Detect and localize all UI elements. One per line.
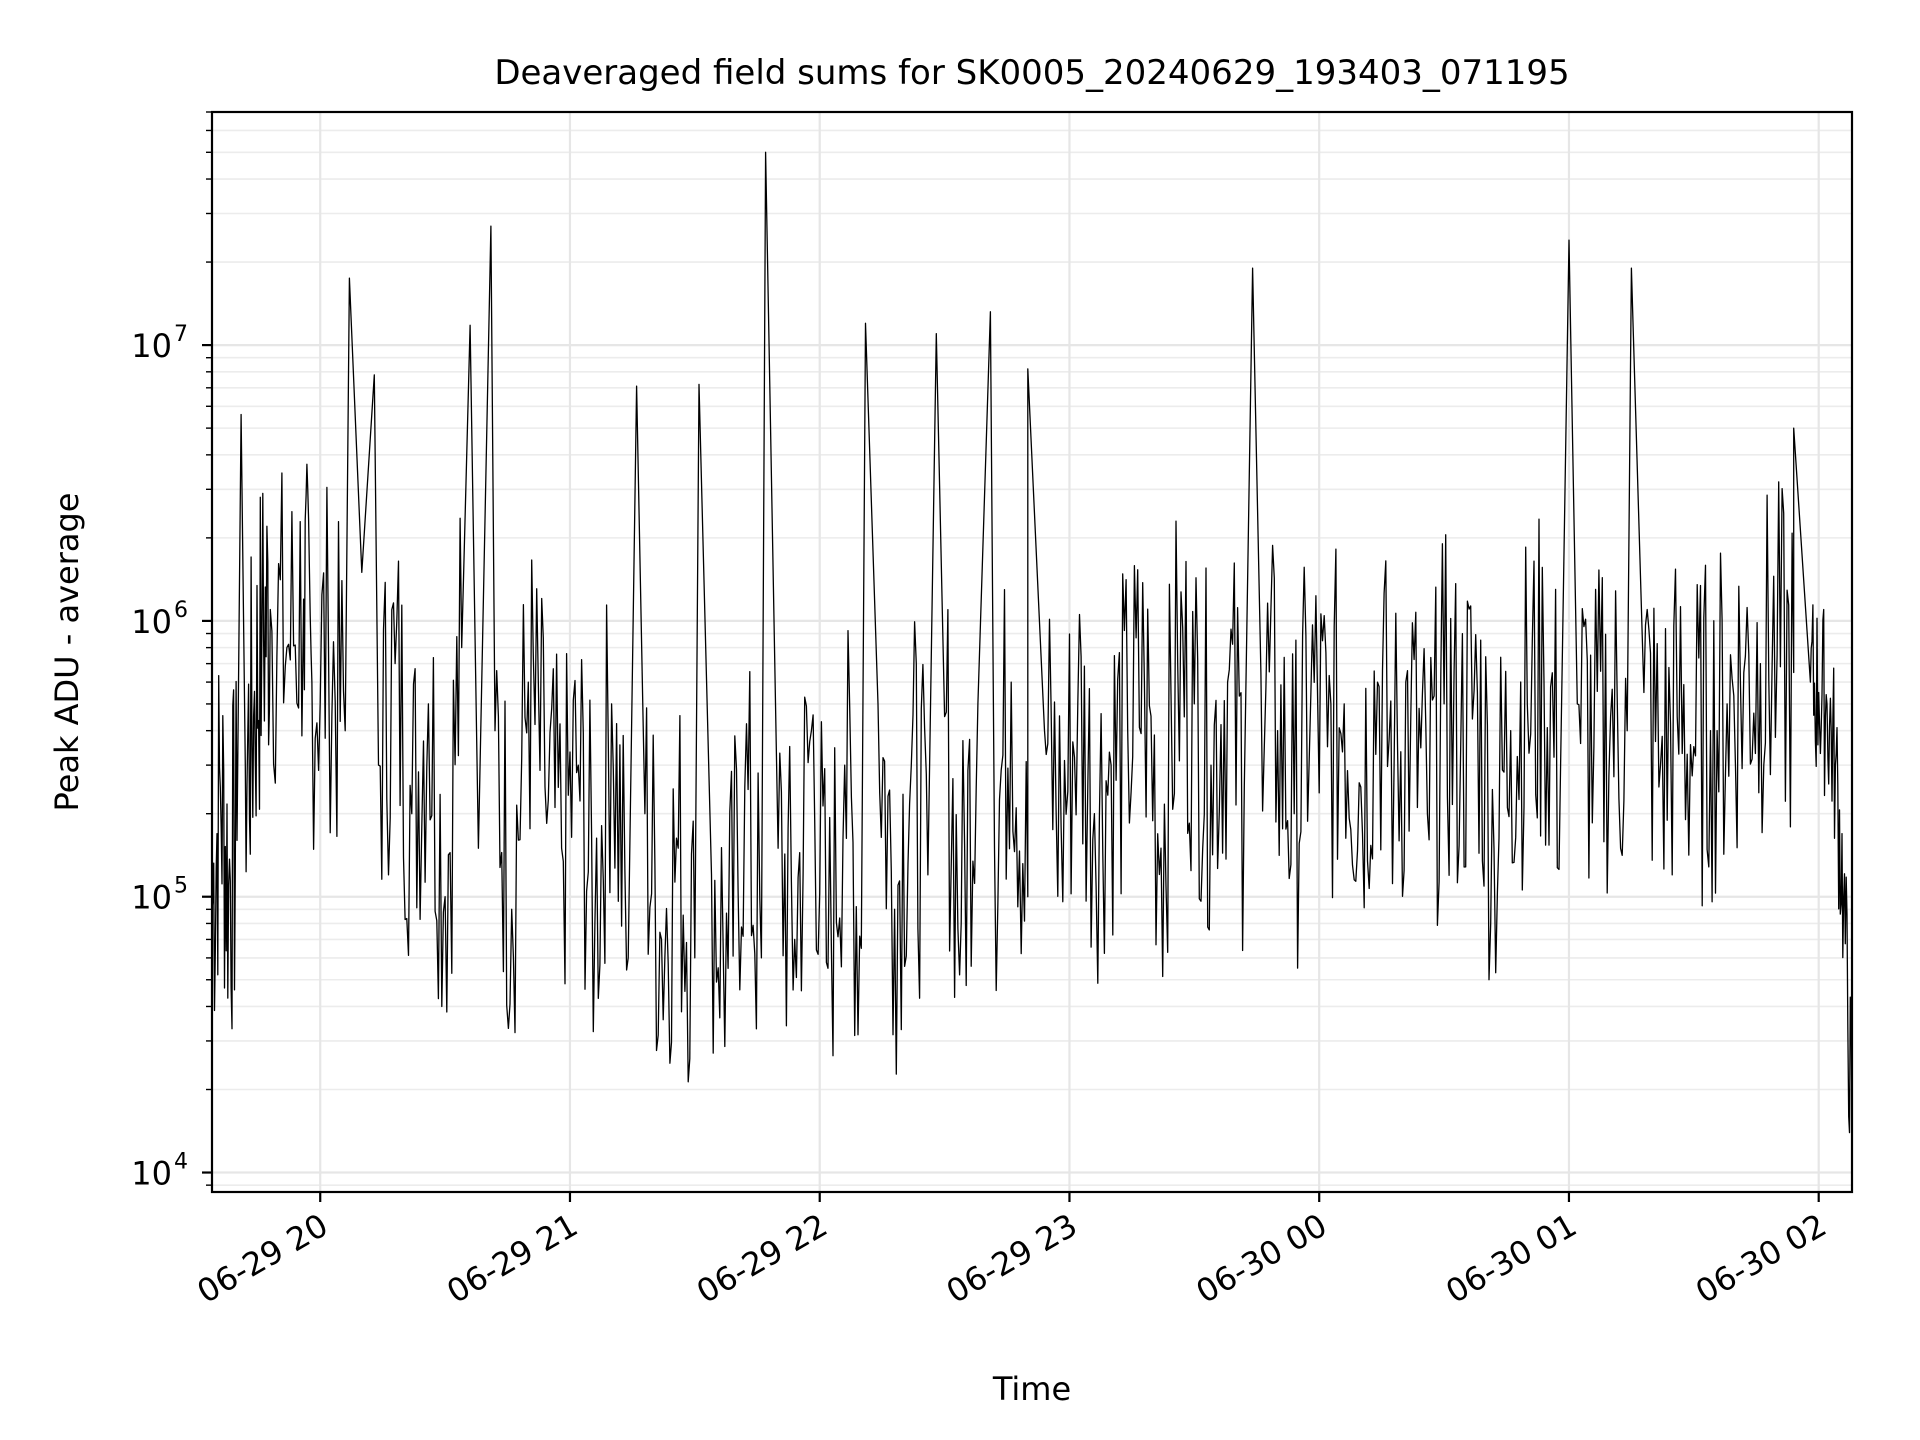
y-tick-exponent: 7 xyxy=(174,322,188,347)
x-tick-label: 06-29 23 xyxy=(940,1206,1084,1311)
x-tick-label: 06-30 00 xyxy=(1190,1206,1334,1311)
y-tick-label: 10 xyxy=(131,1155,172,1193)
y-axis-label: Peak ADU - average xyxy=(48,493,86,812)
y-tick-exponent: 6 xyxy=(174,598,188,623)
y-tick-label: 10 xyxy=(131,603,172,641)
grid xyxy=(212,111,1852,1192)
x-axis-label: Time xyxy=(992,1370,1071,1408)
series-layer xyxy=(212,151,1852,1134)
x-tick-label: 06-29 22 xyxy=(690,1206,834,1311)
x-tick-labels: 06-29 20 06-29 21 06-29 22 06-29 23 06-30 00… xyxy=(191,1206,1833,1311)
series-line xyxy=(212,151,1852,1134)
y-tick-label: 10 xyxy=(131,327,172,365)
chart-title: Deaveraged field sums for SK0005_2024062… xyxy=(494,53,1569,93)
y-tick-exponent: 4 xyxy=(174,1150,188,1175)
y-tick-label: 10 xyxy=(131,879,172,917)
x-tick-label: 06-30 01 xyxy=(1439,1206,1583,1311)
plot-frame xyxy=(210,110,1854,1194)
x-tick-label: 06-29 20 xyxy=(191,1206,335,1311)
axis-ticks xyxy=(202,111,1820,1202)
x-tick-label: 06-30 02 xyxy=(1689,1206,1833,1311)
y-tick-exponent: 5 xyxy=(174,874,188,899)
x-tick-label: 06-29 21 xyxy=(440,1206,584,1311)
